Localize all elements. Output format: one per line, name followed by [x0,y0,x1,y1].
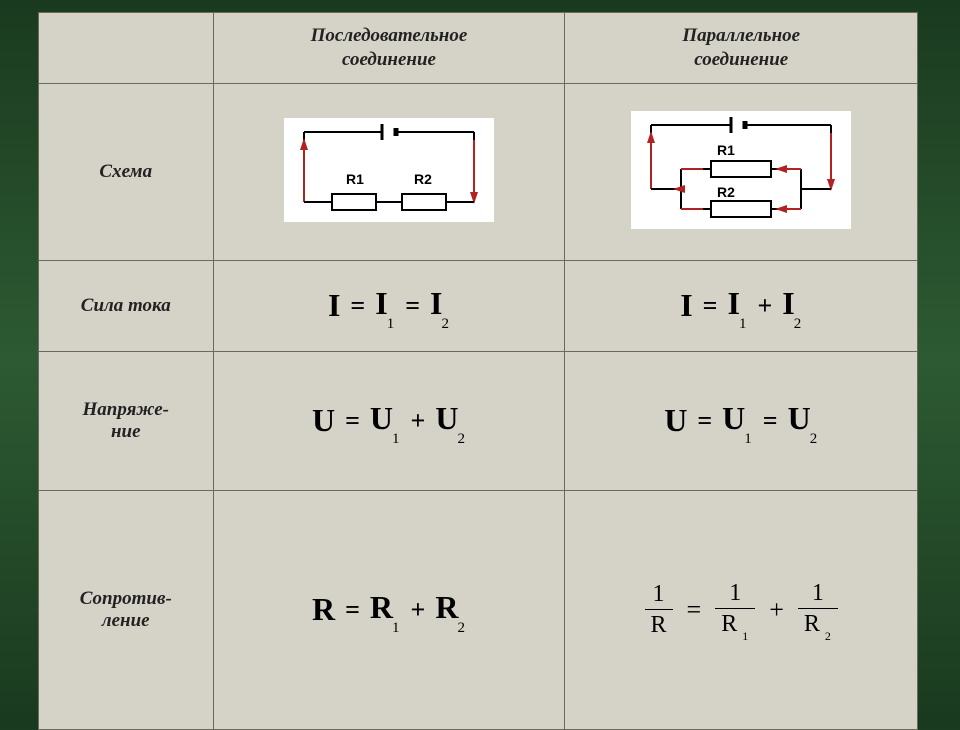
schema-series: R1 R2 [213,84,565,261]
sym-eq2: = [759,406,782,436]
circuit-series: R1 R2 [264,110,514,230]
sym-I2: I2 [782,285,802,326]
voltage-label: Напряже- ние [39,352,214,491]
sym-eq: = [341,595,364,625]
current-series-cell: I = I1 = I2 [213,261,565,352]
circuit-parallel: R1 R2 [611,105,871,235]
sym-R2: R2 [435,589,466,630]
sym-I1: I1 [375,285,395,326]
sym-U2: U2 [435,400,466,441]
page-root: Последовательное соединение Параллельное… [0,0,960,720]
header-parallel-l2: соединение [694,49,788,70]
resistor-r2 [402,194,446,210]
resist-parallel-cell: 1 R = 1 R 1 + 1 R 2 [565,491,918,730]
schema-row: Схема [39,84,918,261]
schema-label: Схема [39,84,214,261]
header-row: Последовательное соединение Параллельное… [39,13,918,84]
sym-U: U [312,402,335,439]
sym-U: U [664,402,687,439]
circuit-parallel-svg: R1 R2 [611,105,871,235]
resistance-row: Сопротив- ление R = R1 + R2 1 R = 1 [39,491,918,730]
series-bg [284,118,494,222]
voltage-series-cell: U = U1 + U2 [213,352,565,491]
sym-I1: I1 [728,285,748,326]
r1-label: R1 [717,142,735,158]
sym-eq: = [693,406,716,436]
formula-resist-series: R = R1 + R2 [312,589,466,630]
formula-current-series: I = I1 = I2 [328,285,450,326]
formula-resist-parallel: 1 R = 1 R 1 + 1 R 2 [645,579,838,641]
sym-eq: = [683,595,706,625]
r2-label: R2 [414,171,432,187]
frac-1-R1: 1 R 1 [715,579,755,641]
sym-U1: U1 [722,400,753,441]
frac-1-R2: 1 R 2 [798,579,838,641]
voltage-row: Напряже- ние U = U1 + U2 U = U1 = U2 [39,352,918,491]
sym-I2: I2 [430,285,450,326]
header-parallel-l1: Параллельное [682,25,800,46]
sym-R1: R1 [370,589,401,630]
frac-1-R: 1 R [645,580,673,639]
circuit-series-svg: R1 R2 [264,110,514,230]
header-series-l1: Последовательное [311,25,468,46]
formula-voltage-parallel: U = U1 = U2 [664,400,818,441]
sym-plus: + [407,595,430,625]
sym-I: I [328,287,340,324]
voltage-parallel-cell: U = U1 = U2 [565,352,918,491]
current-label: Сила тока [39,261,214,352]
r2-label: R2 [717,184,735,200]
formula-voltage-series: U = U1 + U2 [312,400,466,441]
header-series-l2: соединение [342,49,436,70]
resistor-r2 [711,201,771,217]
header-parallel: Параллельное соединение [565,13,918,84]
r1-label: R1 [346,171,364,187]
formula-current-parallel: I = I1 + I2 [680,285,802,326]
resistor-r1 [711,161,771,177]
sym-plus: + [765,595,788,625]
sym-R: R [312,591,335,628]
sym-eq: = [341,406,364,436]
resistor-r1 [332,194,376,210]
sym-U1: U1 [370,400,401,441]
resist-series-cell: R = R1 + R2 [213,491,565,730]
resistance-label: Сопротив- ление [39,491,214,730]
sym-I: I [680,287,692,324]
sym-U2: U2 [788,400,819,441]
current-row: Сила тока I = I1 = I2 I = I1 + I2 [39,261,918,352]
header-series: Последовательное соединение [213,13,565,84]
sym-eq2: = [401,291,424,321]
sym-eq: = [346,291,369,321]
current-parallel-cell: I = I1 + I2 [565,261,918,352]
header-blank [39,13,214,84]
schema-parallel: R1 R2 [565,84,918,261]
sym-plus: + [753,291,776,321]
sym-eq: = [699,291,722,321]
sym-plus: + [407,406,430,436]
comparison-table: Последовательное соединение Параллельное… [38,12,918,730]
